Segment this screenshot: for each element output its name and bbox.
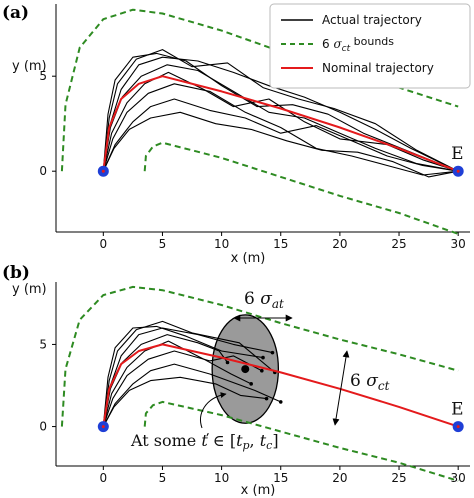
panel-b-trajectory-endpoint-5 <box>260 368 264 373</box>
sigma-ct-arrow <box>332 350 350 426</box>
panel-b-x-tick-label: 20 <box>332 471 347 485</box>
panel-b-x-tick-label: 30 <box>451 471 466 485</box>
panel-b-xlabel: x (m) <box>241 483 276 498</box>
panel-a-actual-trajectory-1 <box>102 52 459 172</box>
panel-a-bounds-line <box>143 141 459 235</box>
panel-b-actual-trajectory-7 <box>102 376 267 427</box>
panel-b-ellipse-center-point <box>241 365 250 374</box>
panel-a-actual-trajectory-3 <box>102 98 459 172</box>
annotation-sigma-at: 6 σat <box>233 289 293 322</box>
panel-b-actual-trajectory-3 <box>102 363 281 427</box>
legend-label-nominal: Nominal trajectory <box>322 61 434 75</box>
panel-b-nominal-trajectory <box>102 343 459 428</box>
panel-a-actual-trajectory-5 <box>102 83 459 176</box>
panel-b-end-point-center <box>456 425 460 429</box>
panel-b-ylabel: y (m) <box>12 282 47 297</box>
panel-a: y (m) x (m) 0 5 10 15 20 25 30 0 5 E Actual traje… <box>12 3 471 266</box>
panel-a-x-tick-label: 25 <box>391 237 406 251</box>
panel-a-actual-trajectory-0 <box>102 56 459 172</box>
annotation-sigma-ct-label: 6 σct <box>350 371 390 393</box>
annotation-time-pointer <box>200 392 227 429</box>
panel-b-plot-area: 0 5 10 15 20 25 30 0 5 E <box>39 282 470 485</box>
panel-b-bounds-line <box>60 285 459 427</box>
panel-a-x-tick-label: 10 <box>214 237 229 251</box>
panel-a-start-point-center <box>101 169 105 173</box>
panel-a-ylabel: y (m) <box>12 59 47 74</box>
panel-label-b: (b) <box>2 263 30 283</box>
panel-b-y-tick-label: 0 <box>39 420 47 434</box>
panel-a-x-tick-label: 20 <box>332 237 347 251</box>
legend-box <box>269 3 471 89</box>
panel-a-y-tick-label: 0 <box>39 164 47 178</box>
panel-a-nominal-trajectory <box>102 75 459 173</box>
panel-a-actual-trajectory-4 <box>102 49 459 172</box>
annotation-time-label: At some ť ∈ [tp, tc] <box>130 431 279 452</box>
panel-b-actual-trajectory-4 <box>102 320 276 427</box>
panel-b-y-tick-label: 5 <box>39 337 47 351</box>
legend: Actual trajectory 6 σct bounds Nominal t… <box>269 3 471 89</box>
panel-b-trajectory-endpoint-6 <box>225 360 230 365</box>
panel-a-end-point-label: E <box>451 144 463 164</box>
panel-a-x-tick-label: 30 <box>451 237 466 251</box>
panel-b-x-tick-label: 5 <box>159 471 167 485</box>
legend-label-actual: Actual trajectory <box>322 13 422 27</box>
panel-b-actual-trajectory-5 <box>102 350 263 427</box>
panel-b-trajectory-endpoint-0 <box>270 350 275 355</box>
panel-b-start-point-center <box>101 425 105 429</box>
panel-a-x-tick-label: 5 <box>159 237 167 251</box>
panel-b-trajectory-endpoint-2 <box>249 382 253 386</box>
panel-b-end-point-label: E <box>451 400 463 420</box>
panel-b-x-tick-label: 10 <box>214 471 229 485</box>
panel-b-trajectory-endpoint-7 <box>264 396 269 401</box>
panel-a-xlabel: x (m) <box>231 251 266 266</box>
panel-a-x-tick-label: 0 <box>99 237 107 251</box>
annotation-time: At some ť ∈ [tp, tc] <box>130 392 279 452</box>
annotation-sigma-ct: 6 σct <box>332 350 390 426</box>
panel-a-end-point-center <box>456 169 460 173</box>
panel-b-x-tick-label: 25 <box>391 471 406 485</box>
panel-a-actual-trajectory-7 <box>102 111 459 178</box>
panel-b-x-tick-label: 15 <box>273 471 288 485</box>
annotation-sigma-at-label: 6 σat <box>244 289 284 311</box>
panel-b-bounds-line <box>143 400 459 482</box>
panel-label-a: (a) <box>2 3 29 23</box>
panel-b-x-tick-label: 0 <box>99 471 107 485</box>
panel-a-x-tick-label: 15 <box>273 237 288 251</box>
panel-b-trajectory-endpoint-1 <box>261 355 265 360</box>
panel-b-trajectory-endpoint-3 <box>278 400 283 404</box>
panel-a-y-tick-label: 5 <box>39 69 47 83</box>
